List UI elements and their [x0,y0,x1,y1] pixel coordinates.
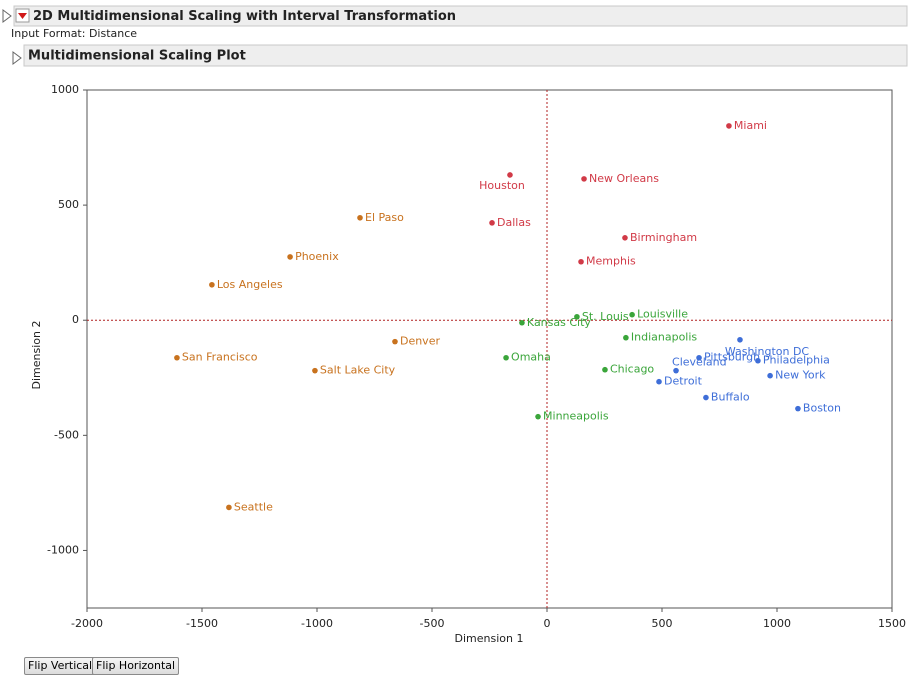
point-label: Buffalo [711,391,750,404]
plot-frame [86,89,893,609]
point [503,354,509,361]
point-label: Washington DC [725,345,810,358]
point [209,281,215,288]
point-label: San Francisco [182,351,258,364]
y-tick-label: 500 [58,198,79,211]
point [656,378,662,385]
point-label: New York [775,369,826,382]
y-tick-label: 0 [72,313,79,326]
point-label: Miami [734,119,767,132]
point-label: Salt Lake City [320,364,396,377]
point [519,319,525,326]
point [696,354,702,361]
point-label: Boston [803,402,841,415]
point [767,372,773,379]
point-label: Indianapolis [631,331,698,344]
section-bar [23,44,908,67]
x-tick-label: -2000 [71,617,103,630]
point [312,367,318,374]
point [507,172,513,178]
point-label: Minneapolis [543,410,609,423]
point-label: Seattle [234,500,273,513]
y-tick-label: -1000 [47,543,79,556]
point [578,258,584,265]
point-label: Philadelphia [763,354,830,367]
menu-arrow [18,13,27,19]
point-label: Detroit [664,375,703,388]
point [581,176,587,182]
input-format: Input Format: Distance [11,27,137,40]
y-axis-title: Dimension 2 [30,321,43,390]
point-label: Pittsburgh [704,351,760,364]
point-label: Dallas [497,216,531,229]
point-label: St. Louis [582,310,629,323]
report: 2D Multidimensional Scaling with Interva… [2,5,908,645]
point [357,214,363,221]
point-label: Los Angeles [217,278,283,291]
x-tick-label: 1500 [878,617,906,630]
point-label: Kansas City [527,316,591,329]
disclosure-icon[interactable] [12,51,22,65]
point [287,254,293,260]
point [755,357,761,364]
disclosure-icon[interactable] [2,9,12,23]
flip-horizontal-button[interactable]: Flip Horizontal [92,657,180,675]
point-label: Memphis [586,255,636,268]
point [622,235,628,241]
point-label: Omaha [511,351,551,364]
point [489,220,495,226]
x-tick-label: 1000 [763,617,791,630]
point [703,394,709,401]
point [574,313,580,320]
point [795,405,801,412]
y-tick-label: -500 [54,428,79,441]
point [535,413,541,420]
point-label: Phoenix [295,250,339,263]
y-tick-label: 1000 [51,83,79,96]
point [392,338,398,345]
point-label: Chicago [610,363,654,376]
point [174,354,180,361]
point [673,367,679,374]
point-label: Cleveland [672,356,727,369]
section-title: Multidimensional Scaling Plot [28,49,246,64]
point [226,504,232,511]
point [602,366,608,373]
point [623,334,629,341]
point-label: Houston [479,179,525,192]
window-title: 2D Multidimensional Scaling with Interva… [33,9,456,24]
point-label: Louisville [637,308,688,321]
flip-vertical-button[interactable]: Flip Vertical [24,657,97,675]
x-tick-label: -1500 [186,617,218,630]
x-tick-label: -500 [420,617,445,630]
point [629,311,635,318]
point-label: Birmingham [630,231,697,244]
point-label: El Paso [365,211,404,224]
point-label: Denver [400,335,440,348]
title-bar [13,5,908,27]
x-tick-label: 0 [544,617,551,630]
x-tick-label: 500 [652,617,673,630]
x-axis-title: Dimension 1 [455,632,524,645]
x-tick-label: -1000 [301,617,333,630]
point [726,123,732,129]
point [737,336,743,343]
point-label: New Orleans [589,172,659,185]
